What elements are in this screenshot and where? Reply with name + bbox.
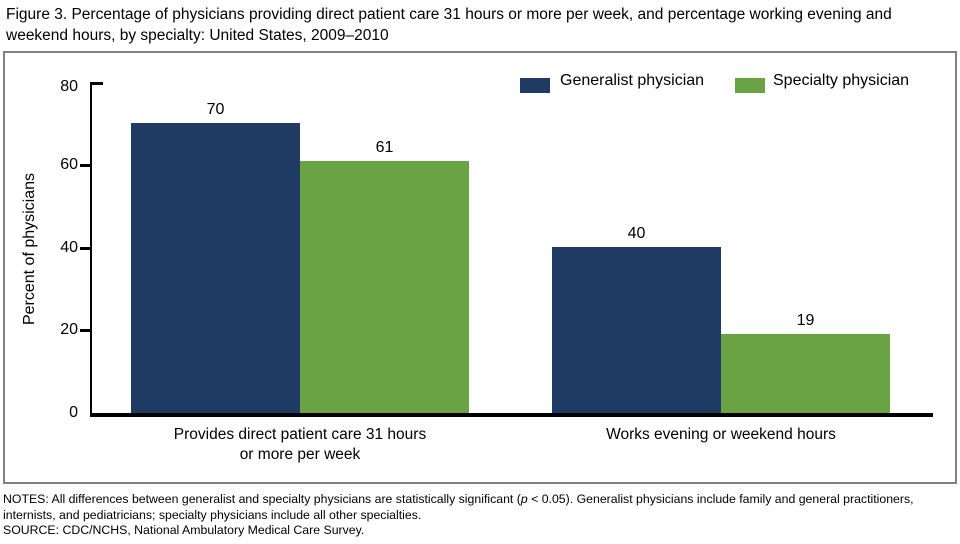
y-tick-40: [80, 247, 90, 250]
y-tick-label-80: 80: [60, 78, 78, 95]
notes-text: NOTES: All differences between generalis…: [3, 492, 914, 522]
bar-value-specialty-physician-group2: 19: [796, 312, 815, 329]
bar-value-generalist-physician-group2: 40: [627, 225, 646, 242]
bar-specialty-physician-group1: [300, 161, 469, 413]
chart-frame: Generalist physician Specialty physician…: [3, 51, 957, 484]
source-text: SOURCE: CDC/NCHS, National Ambulatory Me…: [3, 523, 365, 538]
x-category-label-1-line1: Provides direct patient care 31 hours: [173, 426, 427, 443]
footnotes: NOTES: All differences between generalis…: [3, 492, 953, 539]
bar-generalist-physician-group2: [552, 247, 721, 413]
y-tick-label-0: 0: [69, 404, 78, 421]
y-tick-label-60: 60: [60, 156, 78, 173]
y-tick-80: [90, 82, 103, 85]
bar-value-generalist-physician-group1: 70: [206, 101, 225, 118]
x-category-label-2-line1: Works evening or weekend hours: [606, 426, 836, 443]
generalist-legend-label: Generalist physician: [560, 72, 705, 89]
generalist-legend-swatch: [520, 78, 550, 93]
y-tick-label-40: 40: [60, 239, 78, 256]
y-axis-line: [90, 82, 92, 417]
figure-title: Figure 3. Percentage of physicians provi…: [6, 6, 892, 44]
bar-specialty-physician-group2: [721, 334, 890, 413]
specialty-legend-label: Specialty physician: [773, 72, 910, 89]
y-tick-60: [80, 164, 90, 167]
y-tick-20: [80, 329, 90, 332]
x-category-label-1: Provides direct patient care 31 hours or…: [125, 425, 475, 465]
y-tick-label-20: 20: [60, 321, 78, 338]
x-category-label-1-line2: or more per week: [239, 446, 361, 463]
bar-value-specialty-physician-group1: 61: [375, 139, 394, 156]
chart-area: Generalist physician Specialty physician…: [5, 53, 955, 482]
bar-generalist-physician-group1: [131, 123, 300, 413]
x-category-label-2: Works evening or weekend hours: [546, 425, 896, 445]
specialty-legend-swatch: [735, 78, 765, 93]
x-axis-line: [90, 413, 933, 417]
